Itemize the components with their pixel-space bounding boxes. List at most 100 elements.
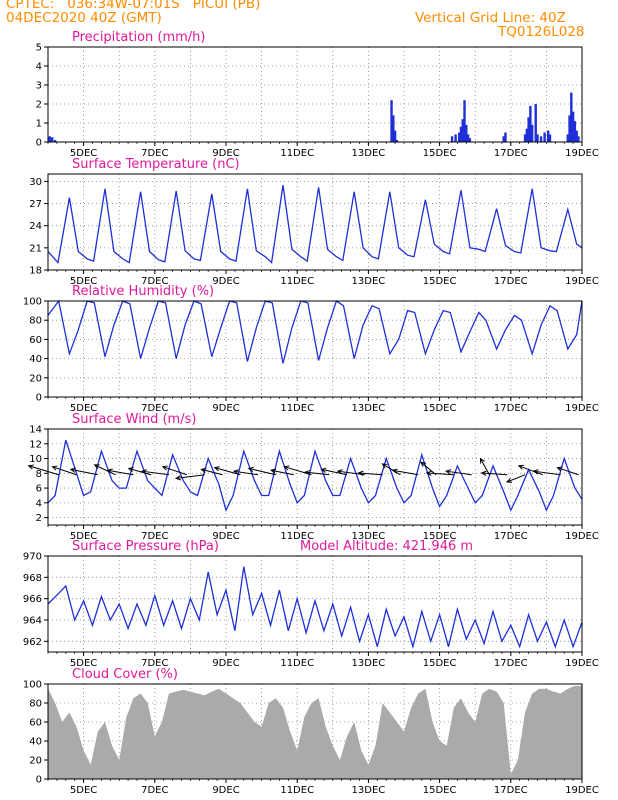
x-tick-label: 15DEC — [423, 148, 457, 159]
wind-arrow — [27, 464, 59, 476]
x-tick-label: 11DEC — [280, 531, 314, 542]
wind-arrow-shaft — [141, 470, 170, 476]
wind-arrow — [532, 469, 561, 476]
wind-arrow-shaft — [52, 466, 77, 476]
wind-arrow-shaft — [446, 470, 472, 476]
precip-bar — [530, 124, 534, 142]
x-tick-label: 19DEC — [565, 276, 599, 287]
wind-arrow-head — [425, 470, 432, 476]
x-tick-label: 17DEC — [494, 148, 528, 159]
precip-bar — [468, 138, 472, 142]
cloud-area — [48, 685, 582, 779]
y-tick-label: 962 — [23, 637, 42, 648]
precip-bar — [461, 119, 464, 142]
series-line — [47, 299, 583, 364]
precip-bar — [571, 111, 575, 142]
precip-bar — [546, 130, 550, 142]
x-tick-label: 15DEC — [423, 403, 457, 414]
precip-bar — [529, 105, 532, 142]
x-tick-label: 13DEC — [352, 785, 386, 796]
x-tick-label: 19DEC — [565, 148, 599, 159]
x-tick-label: 13DEC — [352, 276, 386, 287]
x-tick-label: 5DEC — [70, 276, 97, 287]
x-tick-label: 13DEC — [352, 148, 386, 159]
precip-bar — [465, 124, 468, 142]
y-tick-label: 100 — [23, 297, 42, 308]
precip-bar — [527, 117, 530, 142]
wind-arrow-head — [304, 469, 311, 476]
x-tick-label: 19DEC — [565, 403, 599, 414]
wind-arrow — [480, 470, 508, 476]
wind-arrow-shaft — [480, 458, 490, 476]
x-tick-label: 17DEC — [494, 276, 528, 287]
panel-frame — [47, 555, 583, 653]
y-tick-label: 14 — [29, 425, 42, 436]
precip-bar — [534, 104, 537, 142]
wind-arrow-head — [517, 464, 524, 470]
panel-frame — [47, 173, 583, 271]
wind-arrow-head — [93, 464, 100, 470]
precip-bar — [548, 134, 552, 142]
precip-bar — [570, 92, 573, 142]
precip-bar — [566, 134, 569, 142]
panel-4: 2 4 6 8 10 12 14 5DEC 7DEC 9DEC 11DEC 13DEC 15DEC 17D… — [27, 412, 599, 542]
wind-arrow-shaft — [248, 467, 276, 476]
y-tick-label: 0 — [36, 138, 42, 149]
x-tick-label: 5DEC — [70, 148, 97, 159]
y-tick-label: 20 — [29, 373, 42, 384]
wind-arrow-shaft — [321, 468, 348, 476]
panel-5: 962 964 966 968 970 5DEC 7DEC 9DEC 11DEC 13DEC 15D… — [23, 539, 599, 669]
precip-bar — [502, 136, 505, 142]
wind-arrow — [200, 467, 223, 476]
y-tick-label: 60 — [29, 718, 42, 729]
wind-arrow-head — [283, 465, 290, 471]
x-tick-label: 11DEC — [280, 403, 314, 414]
wind-arrow-head — [505, 477, 513, 483]
wind-arrow-shaft — [426, 472, 454, 476]
x-tick-label: 19DEC — [565, 785, 599, 796]
y-tick-label: 24 — [29, 221, 42, 232]
y-tick-label: 30 — [29, 177, 42, 188]
precip-bar — [525, 128, 529, 142]
wind-arrow-head — [336, 469, 343, 475]
y-tick-label: 20 — [29, 756, 42, 767]
y-tick-label: 40 — [29, 354, 42, 365]
precip-bar — [466, 134, 470, 142]
y-tick-label: 4 — [36, 498, 42, 509]
wind-arrow-head — [480, 470, 487, 476]
x-tick-label: 9DEC — [212, 785, 239, 796]
panel-3: 0 20 40 60 80 100 5DEC 7DEC 9DEC 11DEC 13DEC 15DEC 1… — [23, 284, 599, 414]
wind-arrow — [420, 461, 437, 476]
wind-arrow — [425, 470, 454, 476]
wind-arrow-shaft — [233, 470, 259, 476]
wind-arrow-head — [270, 468, 277, 474]
precip-bar — [392, 115, 395, 142]
x-tick-label: 7DEC — [141, 785, 168, 796]
wind-arrow-head — [391, 468, 398, 474]
panel-title: Surface Wind (m/s) — [72, 412, 196, 427]
panel-title: Precipitation (mm/h) — [72, 30, 205, 45]
y-tick-label: 80 — [29, 699, 42, 710]
wind-arrow-shaft — [271, 469, 294, 476]
wind-arrow-head — [174, 475, 182, 481]
y-tick-label: 10 — [29, 454, 42, 465]
wind-arrow — [140, 469, 170, 476]
wind-arrow-shaft — [533, 470, 561, 476]
y-tick-label: 1 — [36, 119, 42, 130]
x-tick-label: 9DEC — [212, 403, 239, 414]
x-tick-label: 13DEC — [352, 403, 386, 414]
panel-1: 0 1 2 3 4 5 5DEC 7DEC 9DEC 11DEC 13DEC 15DEC 17DEC 19… — [36, 30, 599, 159]
precip-bar — [504, 132, 507, 142]
x-tick-label: 7DEC — [141, 658, 168, 669]
wind-arrow-head — [106, 468, 113, 474]
y-tick-label: 80 — [29, 316, 42, 327]
wind-arrow-head — [479, 457, 485, 464]
x-tick-label: 15DEC — [423, 276, 457, 287]
wind-arrow-head — [556, 466, 563, 472]
wind-arrow — [51, 465, 77, 476]
wind-arrow-shaft — [506, 474, 526, 483]
wind-arrow-head — [532, 469, 539, 475]
y-tick-label: 18 — [29, 266, 42, 277]
y-tick-label: 4 — [36, 62, 42, 73]
